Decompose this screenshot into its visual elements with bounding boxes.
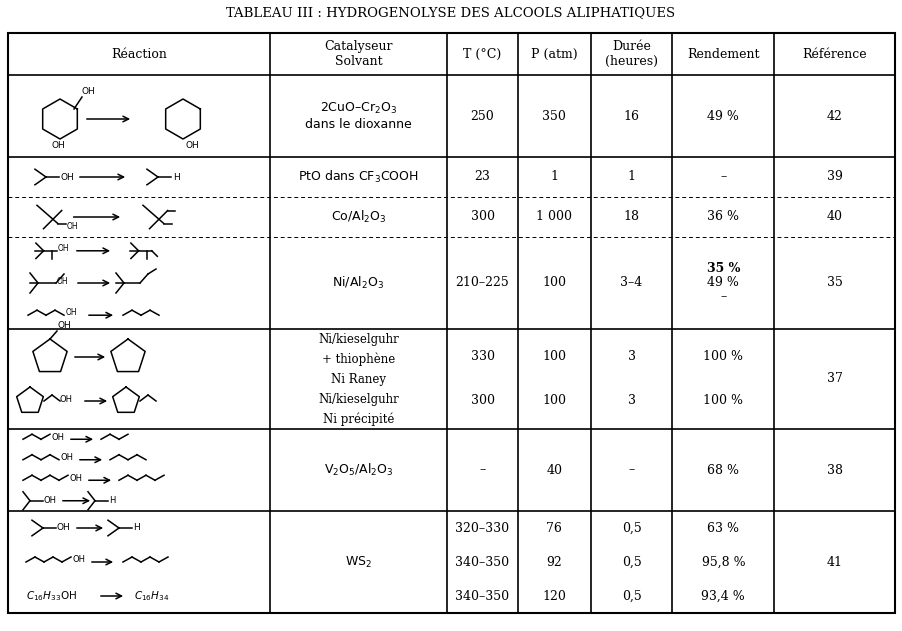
Text: 49 %: 49 %	[706, 110, 739, 122]
Text: V$_2$O$_5$/Al$_2$O$_3$: V$_2$O$_5$/Al$_2$O$_3$	[323, 462, 392, 478]
Text: Ni précipité: Ni précipité	[322, 412, 393, 426]
Text: 320–330: 320–330	[455, 521, 509, 534]
Text: 40: 40	[546, 464, 562, 476]
Text: OH: OH	[51, 141, 65, 150]
Text: 35: 35	[826, 276, 842, 290]
Text: Ni Raney: Ni Raney	[330, 372, 385, 386]
Text: 23: 23	[474, 170, 490, 184]
Text: H: H	[109, 496, 115, 505]
Text: –: –	[628, 464, 634, 476]
Text: 18: 18	[623, 211, 639, 223]
Text: –: –	[720, 170, 726, 184]
Text: OH: OH	[61, 172, 75, 182]
Text: 300: 300	[470, 211, 494, 223]
Text: 100 %: 100 %	[703, 394, 742, 408]
Text: $C_{16}H_{34}$: $C_{16}H_{34}$	[133, 589, 170, 603]
Text: 36 %: 36 %	[706, 211, 739, 223]
Text: 210–225: 210–225	[456, 276, 509, 290]
Text: OH: OH	[61, 453, 74, 463]
Text: 120: 120	[542, 589, 566, 603]
Text: OH: OH	[58, 244, 69, 253]
Text: T (°C): T (°C)	[463, 47, 502, 61]
Text: 100: 100	[542, 394, 566, 408]
Text: OH: OH	[52, 433, 65, 442]
Text: 340–350: 340–350	[455, 589, 509, 603]
Text: 300: 300	[470, 394, 494, 408]
Text: $C_{16}H_{33}$OH: $C_{16}H_{33}$OH	[26, 589, 77, 603]
Text: Ni/Al$_2$O$_3$: Ni/Al$_2$O$_3$	[332, 275, 384, 291]
Text: 40: 40	[825, 211, 842, 223]
Text: H: H	[133, 524, 140, 533]
Text: 39: 39	[826, 170, 842, 184]
Text: OH: OH	[66, 308, 78, 317]
Text: Réaction: Réaction	[111, 47, 167, 61]
Text: 95,8 %: 95,8 %	[701, 555, 744, 569]
Text: 350: 350	[542, 110, 566, 122]
Text: 250: 250	[470, 110, 494, 122]
Text: 16: 16	[623, 110, 639, 122]
Text: 3: 3	[627, 350, 635, 363]
Text: 76: 76	[546, 521, 562, 534]
Text: OH: OH	[186, 141, 199, 150]
Text: Catalyseur
Solvant: Catalyseur Solvant	[324, 40, 392, 68]
Text: 340–350: 340–350	[455, 555, 509, 569]
Text: OH: OH	[58, 321, 71, 330]
Text: 100: 100	[542, 276, 566, 290]
Text: 42: 42	[826, 110, 842, 122]
Text: 100: 100	[542, 350, 566, 363]
Text: –: –	[720, 290, 726, 304]
Text: P (atm): P (atm)	[530, 47, 577, 61]
Text: 68 %: 68 %	[706, 464, 739, 476]
Text: 49 %: 49 %	[706, 276, 739, 290]
Text: OH: OH	[73, 555, 86, 565]
Text: 0,5: 0,5	[621, 521, 640, 534]
Text: OH: OH	[60, 396, 73, 404]
Text: 1: 1	[627, 170, 635, 184]
Text: Ni/kieselguhr: Ni/kieselguhr	[318, 333, 399, 346]
Text: 41: 41	[825, 555, 842, 569]
Text: Référence: Référence	[802, 47, 866, 61]
Text: PtO dans CF$_3$COOH: PtO dans CF$_3$COOH	[298, 169, 419, 185]
Text: 92: 92	[546, 555, 562, 569]
Text: 2CuO–Cr$_2$O$_3$
dans le dioxanne: 2CuO–Cr$_2$O$_3$ dans le dioxanne	[305, 101, 411, 131]
Text: OH: OH	[44, 496, 57, 505]
Text: Co/Al$_2$O$_3$: Co/Al$_2$O$_3$	[330, 209, 386, 225]
Text: 0,5: 0,5	[621, 589, 640, 603]
Text: 330: 330	[470, 350, 494, 363]
Text: 100 %: 100 %	[703, 350, 742, 363]
Text: Ni/kieselguhr: Ni/kieselguhr	[318, 392, 399, 406]
Text: OH: OH	[82, 87, 96, 96]
Text: 37: 37	[826, 372, 842, 386]
Text: 3: 3	[627, 394, 635, 408]
Text: H: H	[173, 172, 179, 182]
Text: 93,4 %: 93,4 %	[701, 589, 744, 603]
Text: OH: OH	[57, 524, 70, 533]
Text: 1: 1	[550, 170, 557, 184]
Text: 0,5: 0,5	[621, 555, 640, 569]
Text: 3–4: 3–4	[620, 276, 642, 290]
Text: 1 000: 1 000	[536, 211, 572, 223]
Text: 38: 38	[825, 464, 842, 476]
Text: 35 %: 35 %	[706, 262, 740, 276]
Text: OH: OH	[70, 474, 83, 483]
Text: TABLEAU III : HYDROGENOLYSE DES ALCOOLS ALIPHATIQUES: TABLEAU III : HYDROGENOLYSE DES ALCOOLS …	[226, 6, 675, 20]
Text: 63 %: 63 %	[706, 521, 739, 534]
Text: OH: OH	[67, 221, 78, 230]
Text: –: –	[479, 464, 485, 476]
Text: + thiophène: + thiophène	[321, 352, 394, 366]
Text: OH: OH	[57, 276, 69, 285]
Text: Durée
(heures): Durée (heures)	[604, 40, 658, 68]
Text: WS$_2$: WS$_2$	[345, 555, 372, 570]
Text: Rendement: Rendement	[686, 47, 759, 61]
